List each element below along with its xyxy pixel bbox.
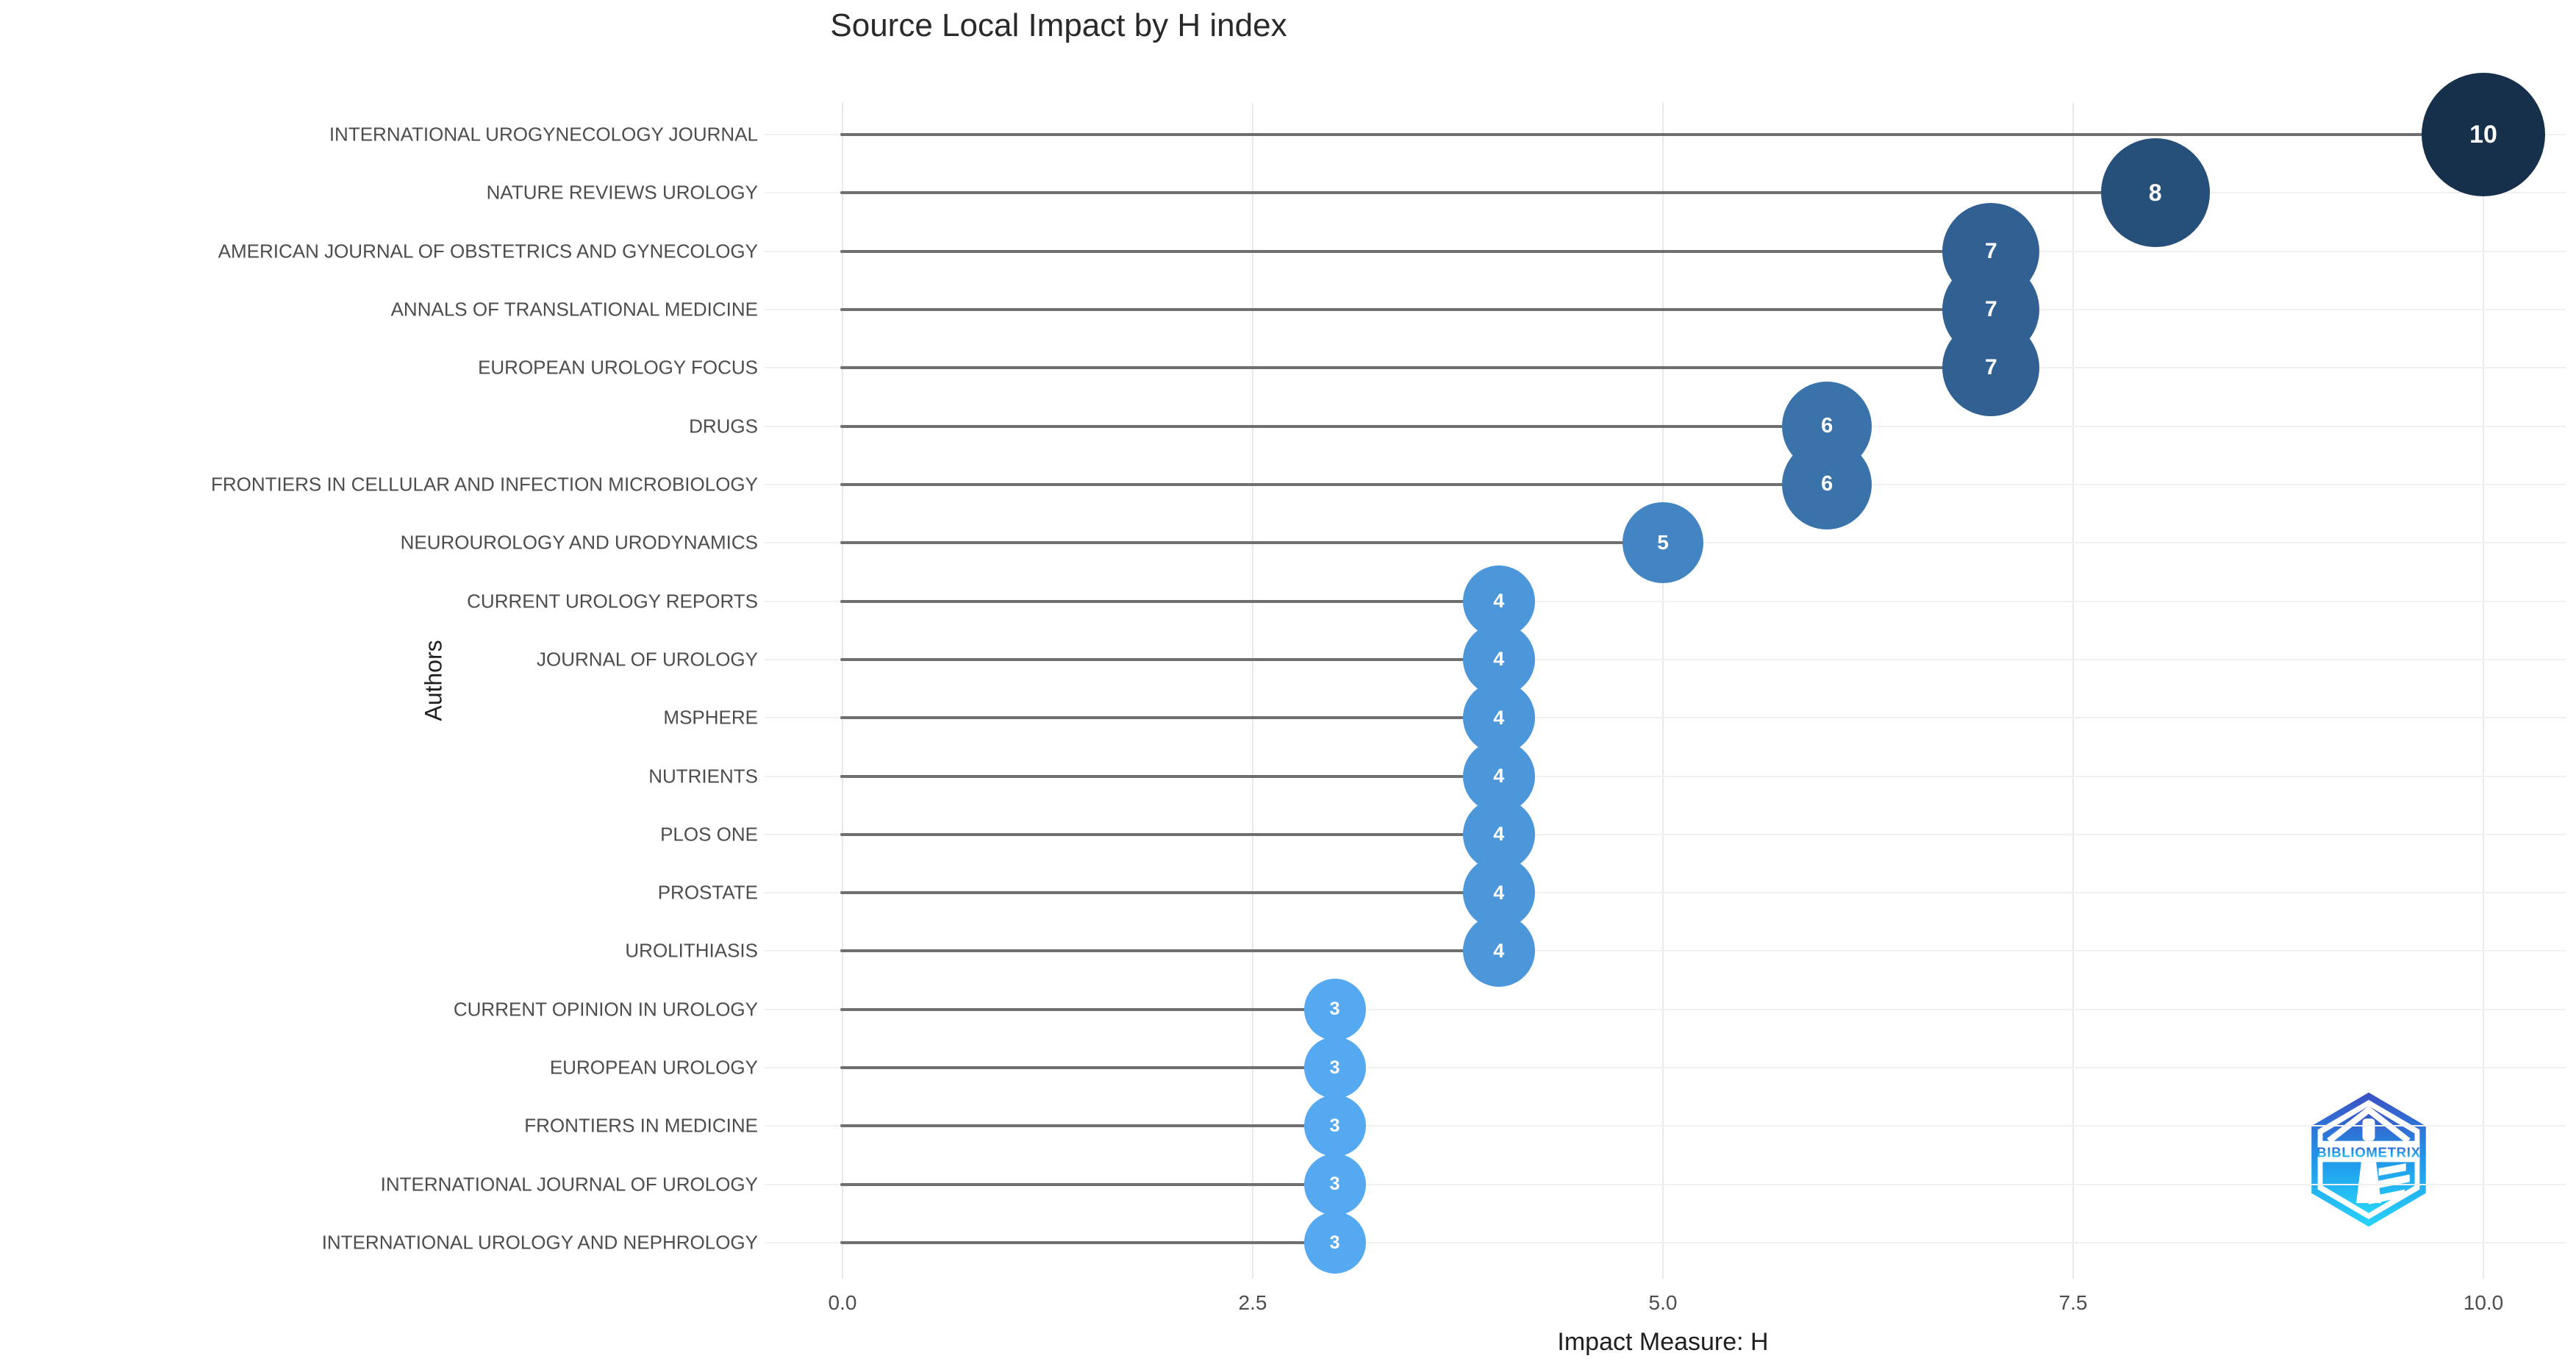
data-point-bubble[interactable]: 7 [1942,319,2040,417]
lollipop-stem [840,424,1828,428]
x-tick-label: 10.0 [2463,1291,2504,1314]
lollipop-stem [840,1182,1335,1186]
data-point-bubble[interactable]: 3 [1303,1095,1366,1157]
category-label: AMERICAN JOURNAL OF OBSTETRICS AND GYNEC… [218,240,758,263]
row-gridline [765,833,2566,835]
x-gridline [842,103,843,1279]
data-point-bubble[interactable]: 3 [1303,978,1366,1040]
lollipop-stem [840,832,1499,836]
bibliometrix-logo: BIBLIOMETRIX [2311,1092,2426,1227]
category-label: UROLITHIASIS [625,939,758,962]
logo-stripe-3 [2369,1189,2405,1204]
category-label: ANNALS OF TRANSLATIONAL MEDICINE [390,298,758,321]
chart-title: Source Local Impact by H index [830,7,1287,43]
row-gridline [765,775,2566,777]
x-tick-label: 0.0 [828,1291,857,1314]
logo-lighthouse-top [2362,1118,2375,1141]
lollipop-stem [840,1007,1335,1011]
data-point-bubble[interactable]: 3 [1303,1037,1366,1099]
x-gridline [1662,103,1664,1279]
category-label: CURRENT UROLOGY REPORTS [467,590,758,613]
category-label: PROSTATE [657,881,758,904]
category-label: DRUGS [689,415,758,438]
row-gridline [765,1125,2566,1127]
lollipop-stem [840,191,2155,195]
category-label: EUROPEAN UROLOGY FOCUS [478,356,758,379]
lollipop-stem [840,1124,1335,1128]
x-gridline [1252,103,1253,1279]
lollipop-stem [840,716,1499,720]
data-point-bubble[interactable]: 10 [2422,73,2545,196]
category-label: INTERNATIONAL UROGYNECOLOGY JOURNAL [329,123,758,146]
category-label: INTERNATIONAL JOURNAL OF UROLOGY [380,1173,758,1196]
row-gridline [765,892,2566,894]
category-label: NEUROUROLOGY AND URODYNAMICS [400,531,758,554]
x-tick-label: 2.5 [1238,1291,1267,1314]
row-gridline [765,1242,2566,1244]
lollipop-stem [840,249,1992,253]
logo-stripe-1 [2378,1163,2406,1176]
lollipop-stem [840,541,1663,545]
lollipop-stem [840,482,1828,486]
lollipop-stem [840,1241,1335,1245]
x-axis-title: Impact Measure: H [1557,1328,1769,1356]
lollipop-stem [840,1066,1335,1070]
category-label: JOURNAL OF UROLOGY [537,648,758,671]
logo-band [2317,1140,2420,1163]
row-gridline [765,1183,2566,1185]
data-point-bubble[interactable]: 6 [1782,439,1872,529]
row-gridline [765,1008,2566,1010]
category-label: NATURE REVIEWS UROLOGY [486,181,758,204]
data-point-bubble[interactable]: 3 [1303,1212,1366,1274]
lollipop-stem [840,366,1992,370]
logo-wordmark: BIBLIOMETRIX [2316,1145,2420,1160]
logo-peak [2327,1105,2411,1143]
x-tick-label: 5.0 [1648,1291,1678,1314]
row-gridline [765,950,2566,952]
lollipop-stem [840,949,1499,953]
lollipop-stem [840,774,1499,778]
logo-lighthouse-tower [2356,1162,2381,1204]
data-point-bubble[interactable]: 4 [1462,915,1535,988]
category-label: INTERNATIONAL UROLOGY AND NEPHROLOGY [321,1231,758,1254]
data-point-bubble[interactable]: 4 [1462,682,1535,754]
data-point-bubble[interactable]: 3 [1303,1153,1366,1215]
row-gridline [765,717,2566,719]
category-label: EUROPEAN UROLOGY [549,1056,758,1079]
x-gridline [2483,103,2484,1279]
lollipop-stem [840,599,1499,603]
category-label: CURRENT OPINION IN UROLOGY [453,998,758,1021]
x-gridline [2072,103,2074,1279]
category-label: PLOS ONE [660,823,758,846]
lollipop-stem [840,307,1992,311]
row-gridline [765,600,2566,602]
category-label: FRONTIERS IN MEDICINE [524,1114,758,1137]
data-point-bubble[interactable]: 8 [2100,138,2210,248]
x-tick-label: 7.5 [2058,1291,2088,1314]
lollipop-stem [840,891,1499,895]
category-label: FRONTIERS IN CELLULAR AND INFECTION MICR… [211,473,758,496]
row-gridline [765,1067,2566,1069]
row-gridline [765,658,2566,660]
lollipop-stem [840,133,2483,136]
lollipop-stem [840,657,1499,661]
category-label: MSPHERE [663,706,758,729]
data-point-bubble[interactable]: 5 [1622,502,1703,584]
category-label: NUTRIENTS [648,765,758,788]
